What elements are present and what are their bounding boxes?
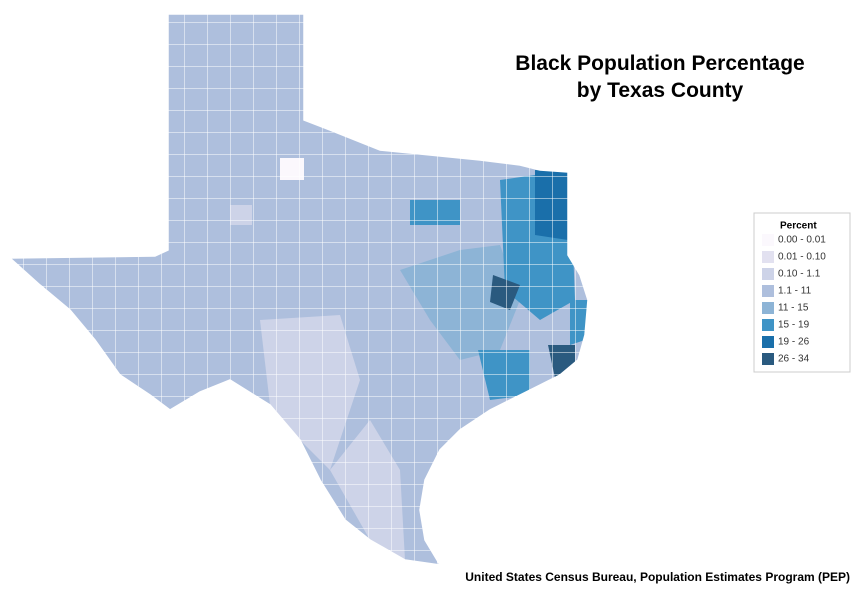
legend-label: 15 - 19 <box>778 320 810 331</box>
legend-swatch <box>762 319 774 331</box>
legend-label: 1.1 - 11 <box>778 286 812 297</box>
legend-swatch <box>762 251 774 263</box>
counties <box>10 14 588 565</box>
legend-swatch <box>762 268 774 280</box>
legend-label: 0.00 - 0.01 <box>778 235 826 246</box>
source: United States Census Bureau, Population … <box>465 570 850 584</box>
legend-swatch <box>762 285 774 297</box>
legend-items: 0.00 - 0.01 0.01 - 0.10 0.10 - 1.1 1.1 - 11… <box>762 234 826 365</box>
legend-swatch <box>762 353 774 365</box>
legend-label: 11 - 15 <box>778 303 809 314</box>
title: by Texas County <box>577 79 744 102</box>
legend-title: Percent <box>780 221 817 232</box>
legend-swatch <box>762 336 774 348</box>
legend-label: 0.10 - 1.1 <box>778 269 821 280</box>
legend-swatch <box>762 302 774 314</box>
legend-label: 19 - 26 <box>778 337 810 348</box>
legend-label: 0.01 - 0.10 <box>778 252 826 263</box>
title: Black Population Percentage <box>515 52 804 75</box>
legend-swatch <box>762 234 774 246</box>
legend-label: 26 - 34 <box>778 354 810 365</box>
county-borders <box>10 14 588 565</box>
